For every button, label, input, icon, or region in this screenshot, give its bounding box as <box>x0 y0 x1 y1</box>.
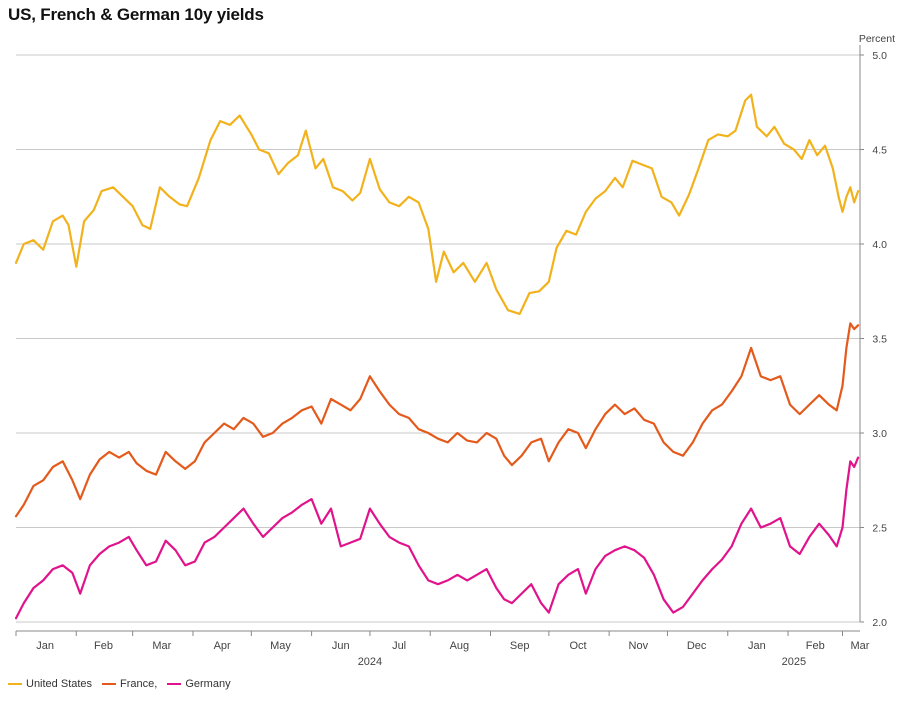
france-yield-line <box>14 322 860 518</box>
chart-title: US, French & German 10y yields <box>8 5 264 24</box>
x-tick-label: Feb <box>806 640 825 652</box>
x-tick-label: Feb <box>94 640 113 652</box>
legend-item-germany: Germany <box>167 678 231 690</box>
x-tick-label: Oct <box>569 640 586 652</box>
x-year-label: 2025 <box>782 656 806 668</box>
y-axis-label: Percent <box>859 33 895 45</box>
x-tick-label: Jan <box>36 640 54 652</box>
gridlines <box>16 54 860 623</box>
legend-label: France, <box>120 678 158 690</box>
y-tick-label: 4.0 <box>872 239 887 251</box>
legend-swatch <box>167 683 182 685</box>
x-tick-label: Mar <box>152 640 171 652</box>
us-yield-line <box>14 93 860 315</box>
legend-item-united-states: United States <box>8 678 92 690</box>
x-tick-label: Mar <box>851 640 870 652</box>
y-tick-label: 3.0 <box>872 428 887 440</box>
legend: United States France, Germany <box>8 678 241 690</box>
legend-label: United States <box>26 678 93 690</box>
y-tick-label: 4.5 <box>872 145 887 157</box>
y-tick-label: 2.5 <box>872 523 887 535</box>
x-tick-label: Jan <box>748 640 766 652</box>
x-tick-label: Aug <box>450 640 470 652</box>
x-tick-label: Apr <box>214 640 231 652</box>
series-lines <box>14 93 860 620</box>
y-tick-label: 3.5 <box>872 334 887 346</box>
tick-labels: 2.0 2.5 3.0 3.5 4.0 4.5 5.0 Percent Jan Feb Mar Apr… <box>36 33 895 668</box>
legend-item-france: France, <box>102 678 157 690</box>
legend-swatch <box>8 683 22 685</box>
y-tick-label: 2.0 <box>872 617 887 629</box>
legend-swatch <box>102 683 117 685</box>
x-tick-label: Dec <box>687 640 707 652</box>
axes <box>15 45 864 636</box>
x-year-label: 2024 <box>358 656 382 668</box>
legend-label: Germany <box>185 678 231 690</box>
x-tick-label: Nov <box>629 640 649 652</box>
y-tick-label: 5.0 <box>872 50 887 62</box>
x-tick-label: Jul <box>392 640 406 652</box>
x-tick-label: Jun <box>332 640 350 652</box>
x-tick-label: May <box>270 640 291 652</box>
germany-yield-line <box>14 456 860 620</box>
x-tick-label: Sep <box>510 640 530 652</box>
